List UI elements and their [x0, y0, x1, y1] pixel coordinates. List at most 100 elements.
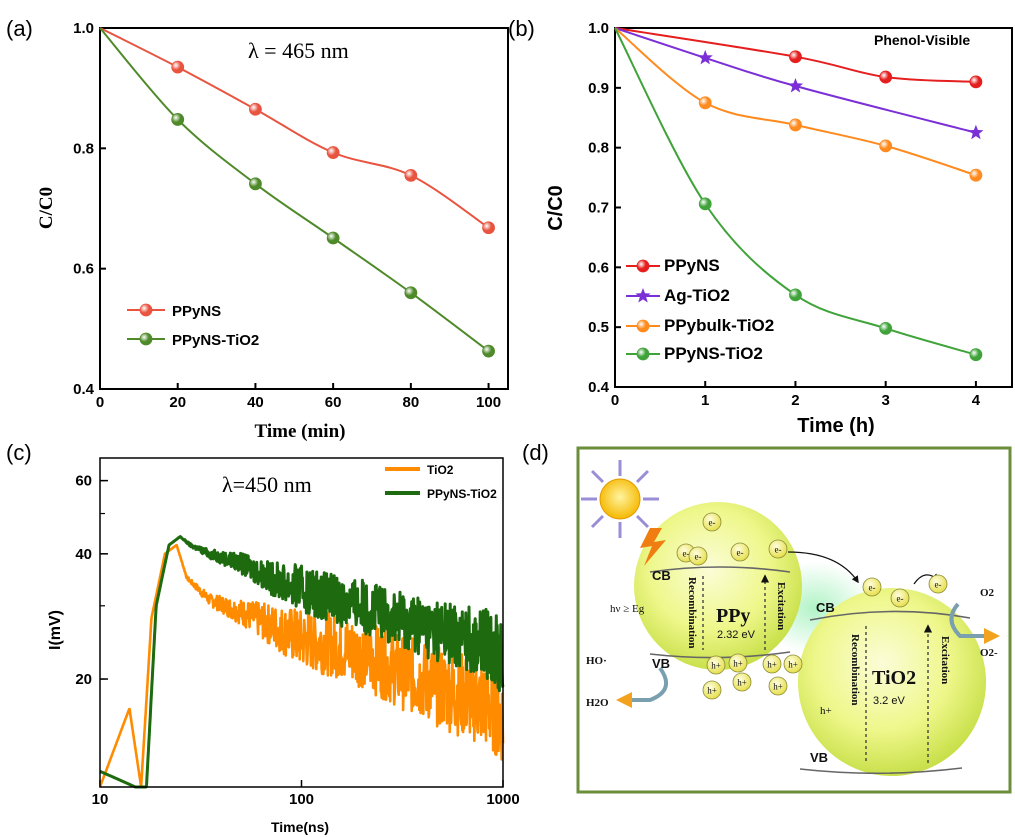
sun-icon	[581, 460, 659, 538]
chart-b-legend-ppyns-tio2: PPyNS-TiO2	[664, 344, 763, 363]
tio2-sphere	[798, 588, 986, 776]
chart-a-legend-ppyns: PPyNS	[172, 303, 221, 320]
chart-c-ytick-label: 40	[75, 546, 92, 563]
chart-c-frame	[99, 457, 504, 788]
tio2-vb-line	[799, 767, 963, 775]
chart-b-series-3-point	[789, 288, 802, 302]
chart-b-legend-ppyns: PPyNS	[664, 256, 720, 275]
hole-marker-text: h+	[711, 661, 721, 671]
chart-b-ytick-label: 1.0	[588, 20, 609, 37]
chart-b-ytick-label: 0.5	[588, 319, 609, 336]
chart-a-xtick-label: 40	[247, 394, 264, 411]
chart-b-xtick-label: 0	[611, 392, 619, 409]
chart-c-xlabel: Time(ns)	[271, 819, 329, 835]
chart-a-xlabel: Time (min)	[255, 421, 346, 442]
chart-c-xtick-label: 1000	[486, 791, 519, 808]
electron-marker-text: e-	[897, 594, 904, 604]
chart-a-ytick-label: 0.6	[73, 261, 94, 278]
water-label: H2O	[586, 697, 609, 709]
chart-a-xtick-label: 80	[403, 394, 420, 411]
hole-marker	[702, 680, 722, 700]
panel-label-b: (b)	[508, 16, 535, 41]
chart-b: 0 1 2 3 4 0.4 0.5 0.6 0.7 0.8 0.9 1.0	[588, 20, 1013, 409]
ppy-cb-label: CB	[652, 568, 671, 583]
chart-b-series-0-point	[789, 50, 802, 64]
electron-marker	[928, 574, 948, 594]
chart-a-xtick-label: 60	[325, 394, 342, 411]
chart-b-series-3-line	[614, 27, 977, 356]
hole-marker-text: h+	[767, 660, 777, 670]
chart-b-series-2-point	[879, 139, 893, 153]
hole-marker-text: h+	[707, 686, 717, 696]
ppy-recombination-label: Recombination	[686, 577, 698, 649]
chart-b-series-2-point	[698, 96, 712, 110]
chart-c-annotation: λ=450 nm	[222, 472, 312, 497]
chart-a-ylabel: C/C0	[36, 187, 57, 229]
chart-b-series-0-line	[614, 27, 976, 83]
electron-marker	[702, 512, 722, 532]
chart-b-ylabel: C/C0	[545, 185, 567, 231]
chart-a-series-1-point	[171, 113, 185, 126]
chart-b-series-3-point	[879, 321, 893, 335]
chart-b-xtick-label: 4	[972, 392, 981, 409]
electron-marker	[862, 577, 882, 597]
ppy-cb-line	[649, 566, 791, 573]
chart-a-legend-marker-0	[139, 303, 153, 317]
chart-a-xtick-label: 20	[169, 394, 186, 411]
chart-c-legend-ppyns-tio2: PPyNS-TiO2	[427, 487, 497, 501]
chart-a-series-0-point	[249, 102, 262, 116]
electron-marker	[688, 546, 708, 566]
chart-a-ytick-label: 1.0	[73, 20, 94, 37]
chart-b-xtick-label: 1	[701, 392, 709, 409]
water-oxidation-arrow	[628, 666, 669, 702]
chart-c-legend-tio2: TiO2	[427, 463, 454, 477]
chart-b-series-2-line	[614, 27, 977, 177]
o2-minus-label: O2-	[980, 647, 998, 659]
chart-a-annotation: λ = 465 nm	[248, 38, 349, 63]
tio2-vb-label: VB	[810, 750, 828, 765]
chart-a-series-0-point	[171, 60, 185, 74]
chart-b-ytick-label: 0.9	[588, 80, 609, 97]
electron-marker-text: e-	[709, 518, 716, 528]
chart-b-ytick-label: 0.6	[588, 259, 609, 276]
chart-c-ylabel: I(mV)	[47, 610, 64, 650]
chart-a-series-1-line	[99, 27, 490, 352]
chart-a-xtick-label: 0	[96, 394, 104, 411]
hole-marker	[762, 654, 782, 674]
hole-marker-text: h+	[733, 659, 743, 669]
chart-b-series-2-point	[789, 118, 802, 132]
diagram-d: e-e-e-e-e-e-e-e-h+ h+ h+ h+ h+ h+ h+ CB VB hν …	[576, 446, 1012, 794]
tio2-label: TiO2	[872, 667, 916, 689]
tio2-excitation-label: Excitation	[939, 636, 951, 684]
chart-a-series-1-point	[482, 344, 495, 358]
chart-a-xtick-label: 100	[476, 394, 501, 411]
chart-c-series-1-line	[98, 535, 505, 789]
electron-marker-text: e-	[737, 548, 744, 558]
chart-a-frame	[99, 27, 509, 390]
tio2-gap-label: 3.2 eV	[873, 695, 905, 707]
chart-a-series-1-point	[404, 286, 418, 300]
hole-marker-text: h+	[737, 678, 747, 688]
chart-c-ytick-label: 60	[75, 473, 92, 490]
chart-b-series-3-point	[698, 197, 712, 211]
chart-a-series-1-point	[249, 177, 262, 191]
electron-marker	[768, 539, 788, 559]
chart-b-series-2-point	[969, 168, 983, 182]
chart-b-series-1-line	[614, 27, 977, 134]
chart-c-xtick-label: 10	[92, 791, 109, 808]
chart-a-series-0-point	[482, 221, 495, 235]
electron-transfer-arrow	[787, 551, 859, 584]
chart-a-series-0-point	[326, 146, 340, 159]
hole-marker	[706, 655, 726, 675]
panel-label-d: (d)	[522, 440, 549, 465]
hole-marker-text: h+	[773, 682, 783, 692]
tio2-cb-label: CB	[816, 600, 835, 615]
chart-a-ytick-label: 0.8	[73, 140, 94, 157]
chart-c-ytick-label: 20	[75, 671, 92, 688]
chart-b-series-1-point	[968, 124, 984, 140]
ppy-sphere	[634, 502, 802, 670]
hole-marker-text: h+	[788, 660, 798, 670]
o2-label: O2	[980, 587, 995, 599]
chart-b-series-3-point	[969, 348, 983, 362]
